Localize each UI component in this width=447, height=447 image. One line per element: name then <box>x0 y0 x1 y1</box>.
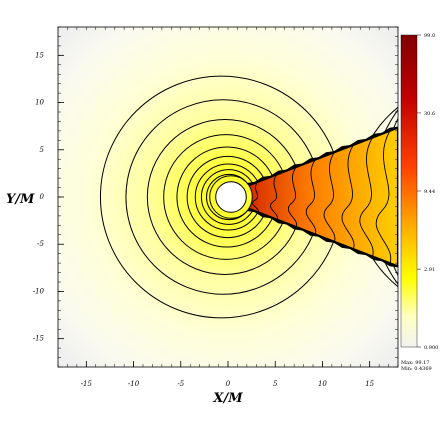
x-tick-label: -10 <box>128 380 140 388</box>
colorbar: 99.0 30.6 9.44 2.91 0.900 Max: 99.17 Min: 0.… <box>400 33 438 372</box>
jet-edge-top <box>238 126 398 190</box>
jet-edge-bottom <box>238 204 398 268</box>
jet-contour <box>270 173 278 220</box>
jet-contour <box>323 151 336 242</box>
y-tick-label: 15 <box>35 51 44 59</box>
colorbar-tick-label: 9.44 <box>424 189 435 195</box>
y-tick-label: -5 <box>37 240 44 248</box>
jet-contour <box>341 144 355 250</box>
colorbar-tick-label: 2.91 <box>424 267 435 273</box>
x-tick-label: 10 <box>318 380 327 388</box>
jet-contour <box>375 130 392 264</box>
colorbar-max-label: Max: 99.17 <box>401 360 430 366</box>
jet-contour <box>359 137 374 257</box>
colorbar-tick-label: 0.900 <box>424 345 438 351</box>
y-tick-label: 10 <box>35 99 44 107</box>
x-tick-label: 15 <box>365 380 374 388</box>
x-tick-label: 5 <box>273 380 278 388</box>
x-tick-label: -5 <box>177 380 184 388</box>
colorbar-scale <box>400 34 418 348</box>
colorbar-tick-label: 99.0 <box>424 33 435 39</box>
jet-layer <box>209 126 398 268</box>
y-tick-label: 0 <box>40 193 45 201</box>
x-tick-label: 0 <box>226 380 231 388</box>
y-tick-label: -10 <box>33 287 45 295</box>
y-axis-label: Y/M <box>6 192 35 207</box>
central-hole <box>215 181 247 213</box>
jet-contour <box>305 159 317 235</box>
colorbar-min-label: Min: 0.4369 <box>401 366 432 372</box>
y-tick-label: 5 <box>40 146 45 154</box>
x-axis-ticks: -15 -10 -5 0 5 10 15 <box>57 27 399 388</box>
y-axis-ticks: 15 10 5 0 -5 -10 -15 <box>33 26 398 368</box>
y-tick-label: -15 <box>33 335 45 343</box>
colorbar-tick-label: 30.6 <box>424 111 435 117</box>
x-tick-label: -15 <box>81 380 93 388</box>
x-axis-label: X/M <box>212 391 243 406</box>
jet-contour <box>287 166 297 228</box>
colorbar-ticks: 99.0 30.6 9.44 2.91 0.900 <box>417 33 438 351</box>
jet-contour <box>252 181 259 213</box>
